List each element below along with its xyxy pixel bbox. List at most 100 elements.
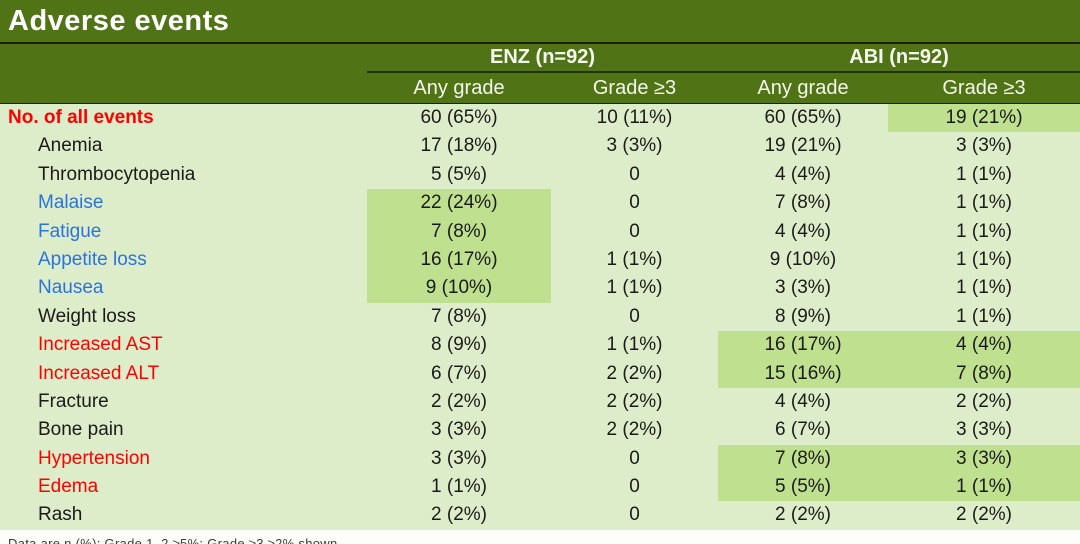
value-enz-grade3: 3 (3%) [606,135,663,157]
value-abi-grade3: 7 (8%) [888,359,1080,388]
value-abi-any-grade: 8 (9%) [775,305,831,327]
group-header-abi: ABI (n=92) [718,44,1080,73]
subcolumn-header-row: Any grade Grade ≥3 Any grade Grade ≥3 [0,73,1080,104]
value-abi-grade3: 19 (21%) [888,104,1080,133]
value-enz-grade3: 0 [629,504,640,526]
value-abi-grade3: 1 (1%) [956,305,1012,327]
value-enz-grade3: 2 (2%) [606,390,663,412]
table-row: Thrombocytopenia 5 (5%) 0 4 (4%) 1 (1%) [0,161,1080,189]
event-name: No. of all events [8,107,154,128]
value-abi-grade3: 2 (2%) [956,390,1012,412]
value-enz-any-grade: 9 (10%) [367,274,551,303]
value-abi-any-grade: 60 (65%) [764,107,842,128]
table-row: Increased AST 8 (9%) 1 (1%) 16 (17%) 4 (… [0,331,1080,360]
event-name: Increased AST [38,334,163,356]
table-row: Malaise 22 (24%) 0 7 (8%) 1 (1%) [0,189,1080,218]
value-enz-any-grade: 2 (2%) [431,390,487,412]
value-abi-grade3: 1 (1%) [888,473,1080,502]
footnote-text: Data are n (%); Grade 1–2 ≥5%; Grade ≥3 … [8,535,338,544]
group-header-row: ENZ (n=92) ABI (n=92) [0,44,1080,73]
event-name: Weight loss [38,305,136,327]
value-abi-grade3: 3 (3%) [956,135,1012,157]
table-row: Fracture 2 (2%) 2 (2%) 4 (4%) 2 (2%) [0,388,1080,416]
value-abi-grade3: 1 (1%) [956,248,1012,270]
event-name: Anemia [38,135,103,157]
table-row: Appetite loss 16 (17%) 1 (1%) 9 (10%) 1 … [0,245,1080,275]
value-abi-any-grade: 7 (8%) [775,192,831,214]
value-abi-grade3: 1 (1%) [956,163,1012,185]
value-abi-grade3: 1 (1%) [956,277,1012,299]
event-name: Bone pain [38,419,124,441]
value-enz-any-grade: 7 (8%) [367,217,551,246]
event-name: Appetite loss [38,248,147,270]
table-row: Rash 2 (2%) 0 2 (2%) 2 (2%) [0,501,1080,529]
value-enz-any-grade: 6 (7%) [431,362,487,384]
group-header-enz: ENZ (n=92) [367,44,718,73]
value-abi-grade3: 1 (1%) [956,220,1012,242]
value-enz-any-grade: 16 (17%) [367,245,551,275]
value-enz-any-grade: 7 (8%) [431,305,487,327]
value-enz-grade3: 0 [629,163,640,185]
event-name: Nausea [38,277,104,299]
value-abi-grade3: 4 (4%) [888,331,1080,360]
value-enz-grade3: 0 [629,447,640,469]
title-bar: Adverse events [0,0,1080,44]
value-abi-grade3: 3 (3%) [956,419,1012,441]
event-name: Increased ALT [38,362,160,384]
event-name: Thrombocytopenia [38,163,196,185]
value-abi-any-grade: 3 (3%) [775,277,831,299]
value-enz-grade3: 2 (2%) [606,362,663,384]
event-name: Rash [38,504,83,526]
value-abi-any-grade: 5 (5%) [718,473,888,502]
table-row: Hypertension 3 (3%) 0 7 (8%) 3 (3%) [0,444,1080,474]
value-abi-any-grade: 4 (4%) [775,390,831,412]
value-abi-any-grade: 9 (10%) [769,248,837,270]
subcolumn-header-enz-any-grade: Any grade [413,77,505,99]
value-enz-grade3: 0 [629,476,640,498]
value-abi-grade3: 1 (1%) [956,192,1012,214]
value-enz-grade3: 0 [629,192,640,214]
value-enz-any-grade: 3 (3%) [431,447,487,469]
table-row: Nausea 9 (10%) 1 (1%) 3 (3%) 1 (1%) [0,274,1080,303]
table-row: Weight loss 7 (8%) 0 8 (9%) 1 (1%) [0,303,1080,331]
subcolumn-header-abi-any-grade: Any grade [757,77,849,99]
table-row: Bone pain 3 (3%) 2 (2%) 6 (7%) 3 (3%) [0,416,1080,444]
value-enz-grade3: 10 (11%) [596,107,673,128]
value-abi-any-grade: 4 (4%) [775,220,831,242]
page-title: Adverse events [8,5,230,37]
event-name: Hypertension [38,447,150,469]
table-row: Increased ALT 6 (7%) 2 (2%) 15 (16%) 7 (… [0,359,1080,388]
value-enz-any-grade: 17 (18%) [420,135,498,157]
event-name: Edema [38,476,99,498]
value-abi-any-grade: 16 (17%) [718,331,888,360]
value-enz-any-grade: 8 (9%) [431,334,487,356]
subcolumn-header-abi-grade3: Grade ≥3 [942,77,1026,99]
subcolumn-header-spacer [0,73,367,103]
value-enz-any-grade: 1 (1%) [431,476,487,498]
value-enz-any-grade: 5 (5%) [431,163,487,185]
value-enz-grade3: 0 [629,220,640,242]
event-name: Fracture [38,390,109,412]
table-row: Anemia 17 (18%) 3 (3%) 19 (21%) 3 (3%) [0,132,1080,160]
value-enz-grade3: 1 (1%) [606,248,663,270]
table-row: Edema 1 (1%) 0 5 (5%) 1 (1%) [0,473,1080,502]
subcolumn-header-enz-grade3: Grade ≥3 [592,77,677,99]
value-enz-grade3: 0 [629,305,640,327]
value-abi-grade3: 3 (3%) [888,444,1080,474]
event-name: Fatigue [38,220,102,242]
value-abi-any-grade: 19 (21%) [764,135,842,157]
value-enz-grade3: 1 (1%) [606,277,663,299]
value-abi-any-grade: 7 (8%) [718,444,888,474]
value-enz-any-grade: 60 (65%) [420,107,498,128]
value-enz-any-grade: 3 (3%) [431,419,487,441]
value-abi-grade3: 2 (2%) [956,504,1012,526]
value-enz-grade3: 1 (1%) [606,334,663,356]
value-enz-any-grade: 2 (2%) [431,504,487,526]
table-row: Fatigue 7 (8%) 0 4 (4%) 1 (1%) [0,217,1080,246]
value-abi-any-grade: 2 (2%) [775,504,831,526]
footnote-clipped: Data are n (%); Grade 1–2 ≥5%; Grade ≥3 … [0,529,1080,544]
event-name: Malaise [38,192,104,214]
value-enz-any-grade: 22 (24%) [367,189,551,218]
table-row: No. of all events 60 (65%) 10 (11%) 60 (… [0,104,1080,133]
